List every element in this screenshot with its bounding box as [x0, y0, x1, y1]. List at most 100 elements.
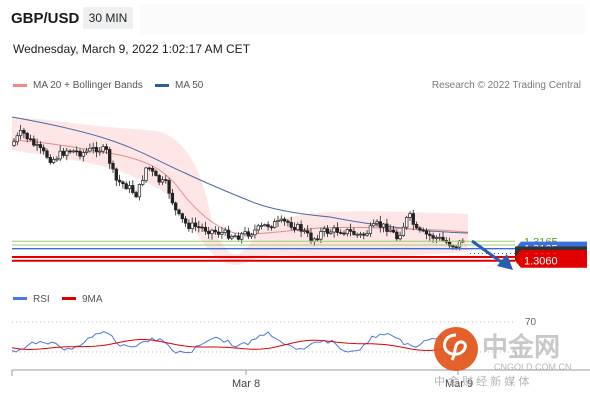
candle: [71, 149, 76, 154]
level-badge: [515, 253, 587, 268]
rsi-line: [11, 331, 469, 356]
candle: [358, 231, 363, 238]
candle: [236, 232, 241, 241]
candle: [94, 141, 99, 158]
forecast-arrow-head: [497, 254, 513, 270]
candle: [108, 147, 112, 170]
candle: [190, 217, 194, 233]
candle: [213, 225, 217, 235]
candle: [299, 220, 303, 238]
candle: [253, 224, 257, 239]
candle: [362, 231, 366, 240]
candle: [207, 227, 211, 239]
candle: [240, 231, 244, 244]
candle: [45, 148, 49, 160]
candle: [203, 221, 208, 235]
candle: [35, 138, 39, 151]
candle: [101, 144, 105, 154]
rsi-ma9-line: [11, 339, 469, 352]
candle: [405, 215, 409, 230]
watermark-logo-swirl: [442, 333, 467, 361]
candle: [193, 217, 198, 232]
candle: [88, 143, 92, 153]
candle: [375, 219, 379, 227]
x-label-mar9: Mar 9: [445, 378, 473, 390]
candle: [289, 216, 293, 231]
candle: [233, 233, 237, 238]
candle: [177, 208, 181, 216]
candle: [141, 175, 145, 187]
candle: [381, 222, 386, 233]
candle: [315, 234, 320, 242]
candle: [428, 230, 432, 241]
ma9-legend-label: 9MA: [82, 294, 103, 305]
candle: [414, 221, 419, 230]
candle: [447, 237, 452, 248]
copyright-label: Research © 2022 Trading Central: [431, 80, 581, 91]
candle: [84, 147, 89, 155]
candle: [243, 227, 247, 237]
legend-ma20: MA 20 + Bollinger Bands: [13, 80, 143, 91]
candle: [441, 231, 445, 242]
candle: [339, 229, 343, 235]
candle: [348, 223, 353, 237]
rsi-level-label: 70: [525, 317, 537, 328]
candle: [223, 227, 227, 236]
candle: [160, 176, 165, 186]
timeframe-button[interactable]: 30 MIN: [83, 7, 133, 29]
candle: [167, 177, 171, 199]
candle: [170, 189, 175, 206]
candle: [345, 228, 349, 237]
candle: [411, 209, 415, 231]
candle: [121, 180, 125, 189]
level-support-5: 1.3060: [12, 253, 587, 268]
candle: [276, 215, 280, 227]
watermark-banner: [140, 4, 585, 34]
candle: [61, 147, 66, 158]
candle: [372, 219, 376, 228]
candle: [137, 183, 142, 201]
candle: [111, 160, 115, 173]
candle: [263, 223, 267, 227]
rsi-legend: RSI 9MA: [13, 294, 103, 305]
candle: [395, 229, 399, 242]
candle: [174, 201, 178, 216]
watermark-domain: CNGOLD.COM.CN: [494, 362, 572, 372]
candle: [48, 154, 52, 165]
candle: [335, 222, 340, 236]
candle: [220, 227, 224, 239]
watermark-name: 中金网: [482, 332, 560, 362]
legend-ma50-label: MA 50: [175, 80, 204, 91]
candle: [226, 225, 231, 240]
candle: [273, 218, 277, 229]
bollinger-band: [12, 117, 468, 265]
candle: [144, 166, 148, 183]
ma9-swatch: [62, 297, 76, 300]
chart-header: GBP/USD 30 MIN: [0, 0, 590, 38]
candle: [408, 211, 412, 221]
candle: [302, 227, 307, 234]
candle: [147, 166, 151, 172]
candle: [104, 143, 109, 154]
candle: [200, 223, 204, 232]
candle: [325, 225, 330, 238]
candle: [365, 230, 369, 237]
candle: [246, 227, 250, 240]
candle: [12, 137, 16, 148]
candle: [424, 228, 429, 240]
candle: [58, 145, 62, 162]
ma20-line: [11, 139, 469, 235]
candle: [38, 141, 43, 154]
candle: [269, 225, 274, 231]
candle: [438, 233, 442, 241]
candle: [22, 127, 26, 139]
watermark-logo: 中金网 CNGOLD.COM.CN 中 金 财 经 新 媒 体: [434, 327, 572, 388]
candle: [342, 230, 346, 236]
ma50-swatch: [155, 83, 169, 87]
candle: [81, 149, 85, 162]
rsi-swatch: [13, 297, 27, 300]
candle: [421, 227, 425, 233]
candle: [210, 228, 214, 240]
candle: [117, 174, 122, 186]
